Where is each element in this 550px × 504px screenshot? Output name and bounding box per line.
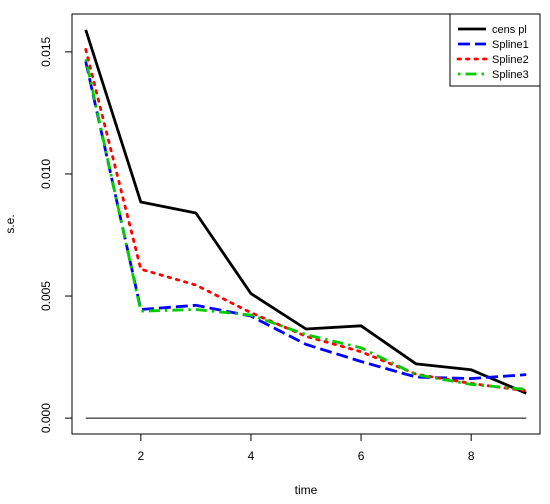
series-layer: [84, 29, 528, 395]
x-tick-label: 4: [248, 449, 255, 463]
series-line-cens-pl: [84, 29, 527, 395]
series-line-spline3: [84, 58, 527, 391]
x-tick-label: 2: [137, 449, 144, 463]
legend-box: [449, 13, 541, 87]
x-tick-label: 8: [468, 449, 475, 463]
series-line-spline2: [84, 48, 528, 393]
legend: cens pl Spline1 Spline2 Spline3: [449, 13, 541, 87]
y-tick-label: 0.005: [39, 281, 53, 311]
legend-entry-label: cens pl: [492, 24, 527, 36]
y-tick-label: 0.015: [39, 37, 53, 67]
x-axis-label: time: [295, 483, 318, 497]
legend-entry-label: Spline1: [492, 39, 529, 51]
x-axis: 2 4 6 8: [137, 433, 475, 463]
y-tick-label: 0.010: [39, 159, 53, 189]
y-axis-label: s.e.: [3, 214, 17, 233]
x-tick-label: 6: [358, 449, 365, 463]
series-line-spline1: [84, 61, 527, 380]
y-tick-label: 0.000: [39, 403, 53, 433]
y-axis: 0.000 0.005 0.010 0.015: [39, 37, 73, 433]
legend-entry-label: Spline3: [492, 69, 529, 81]
legend-entry-label: Spline2: [492, 54, 529, 66]
